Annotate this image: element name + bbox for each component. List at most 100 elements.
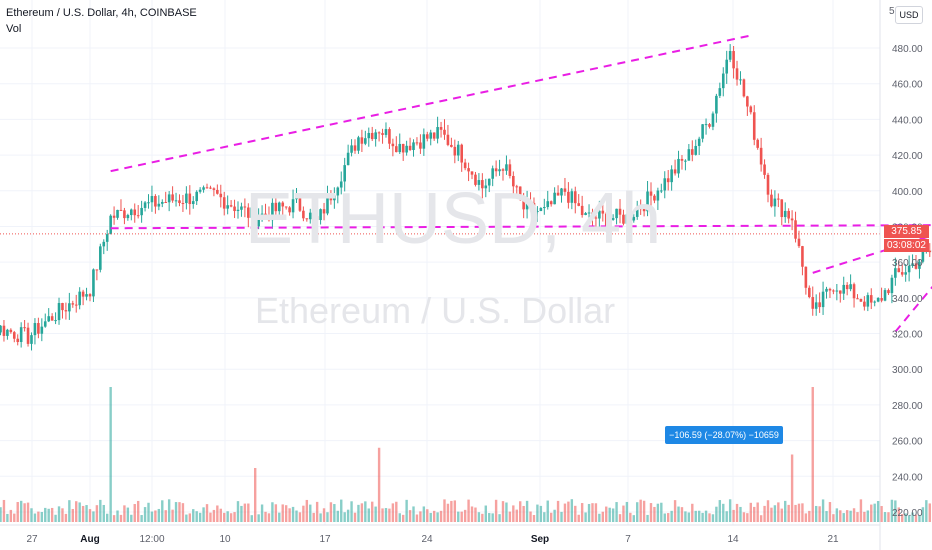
candle-body[interactable]: [543, 207, 546, 209]
candle-body[interactable]: [439, 127, 443, 130]
candle-body[interactable]: [625, 214, 629, 224]
candle-body[interactable]: [395, 146, 398, 153]
candle-body[interactable]: [728, 51, 732, 60]
candle-body[interactable]: [167, 194, 171, 203]
candle-body[interactable]: [388, 129, 391, 144]
candle-body[interactable]: [739, 79, 742, 81]
candle-body[interactable]: [780, 199, 784, 218]
candle-body[interactable]: [40, 326, 44, 334]
candle-body[interactable]: [828, 288, 832, 291]
candle-body[interactable]: [491, 168, 494, 179]
candle-body[interactable]: [670, 169, 673, 183]
candle-body[interactable]: [343, 165, 346, 182]
measure-label[interactable]: −106.59 (−28.07%) −10659: [665, 426, 783, 444]
candle-body[interactable]: [16, 338, 20, 343]
candle-body[interactable]: [498, 169, 501, 172]
candle-body[interactable]: [876, 298, 880, 302]
candle-body[interactable]: [921, 251, 925, 262]
candle-body[interactable]: [477, 180, 481, 185]
candle-body[interactable]: [646, 191, 649, 212]
candle-body[interactable]: [604, 213, 608, 226]
candle-body[interactable]: [264, 213, 267, 216]
candle-body[interactable]: [577, 203, 581, 206]
candle-body[interactable]: [900, 272, 904, 275]
candle-body[interactable]: [195, 191, 198, 202]
candle-body[interactable]: [470, 171, 474, 175]
candle-body[interactable]: [677, 158, 680, 174]
candle-body[interactable]: [914, 263, 918, 269]
candle-body[interactable]: [247, 207, 250, 218]
candle-body[interactable]: [804, 266, 808, 288]
candle-body[interactable]: [928, 250, 932, 253]
candle-body[interactable]: [257, 218, 260, 227]
candle-body[interactable]: [835, 290, 839, 292]
candle-body[interactable]: [567, 191, 570, 203]
candle-body[interactable]: [859, 298, 863, 302]
candle-body[interactable]: [759, 147, 763, 165]
candle-body[interactable]: [594, 217, 598, 219]
candle-body[interactable]: [250, 207, 254, 218]
candle-body[interactable]: [143, 202, 147, 208]
candle-body[interactable]: [315, 216, 319, 221]
candle-body[interactable]: [601, 210, 605, 214]
candle-body[interactable]: [212, 188, 216, 190]
candle-body[interactable]: [415, 142, 419, 144]
candle-body[interactable]: [236, 209, 240, 212]
candle-body[interactable]: [818, 302, 821, 308]
symbol-title[interactable]: Ethereum / U.S. Dollar, 4h, COINBASE: [6, 7, 197, 19]
candle-body[interactable]: [845, 284, 849, 290]
candle-body[interactable]: [329, 195, 333, 201]
candle-body[interactable]: [267, 215, 271, 221]
candle-body[interactable]: [608, 219, 611, 226]
candle-body[interactable]: [302, 210, 305, 219]
candle-body[interactable]: [78, 291, 81, 306]
currency-button[interactable]: USD: [895, 6, 923, 24]
candle-body[interactable]: [295, 196, 298, 200]
candle-body[interactable]: [501, 169, 505, 171]
candle-body[interactable]: [319, 209, 322, 221]
candle-body[interactable]: [367, 132, 371, 139]
candle-body[interactable]: [64, 310, 68, 312]
candle-body[interactable]: [673, 169, 677, 174]
candle-body[interactable]: [587, 212, 591, 214]
candle-body[interactable]: [85, 294, 88, 297]
candle-body[interactable]: [130, 209, 133, 216]
candle-body[interactable]: [904, 272, 907, 275]
candle-body[interactable]: [360, 137, 364, 144]
candle-body[interactable]: [763, 164, 766, 175]
candle-body[interactable]: [635, 208, 639, 217]
candle-body[interactable]: [453, 146, 457, 156]
candle-body[interactable]: [766, 174, 770, 195]
candle-body[interactable]: [6, 329, 9, 336]
candle-body[interactable]: [481, 180, 484, 189]
candle-body[interactable]: [412, 142, 415, 151]
upper-trendline[interactable]: [110, 34, 752, 173]
candle-body[interactable]: [666, 178, 670, 183]
candle-body[interactable]: [460, 144, 463, 163]
candle-body[interactable]: [522, 198, 525, 210]
candle-body[interactable]: [721, 73, 725, 89]
candle-body[interactable]: [869, 295, 873, 303]
candle-body[interactable]: [374, 132, 377, 140]
candle-body[interactable]: [660, 190, 663, 192]
candle-body[interactable]: [752, 112, 756, 140]
candle-body[interactable]: [508, 164, 512, 176]
candle-body[interactable]: [701, 124, 704, 139]
candle-body[interactable]: [277, 202, 281, 212]
candle-body[interactable]: [880, 298, 883, 301]
candle-body[interactable]: [288, 207, 291, 213]
candle-body[interactable]: [663, 178, 667, 191]
candle-body[interactable]: [611, 218, 615, 220]
candle-body[interactable]: [704, 124, 708, 126]
candle-body[interactable]: [894, 268, 897, 278]
candle-body[interactable]: [12, 332, 16, 339]
candle-body[interactable]: [68, 303, 71, 312]
candle-body[interactable]: [381, 133, 384, 135]
candle-body[interactable]: [684, 160, 687, 162]
candle-body[interactable]: [512, 175, 515, 187]
candle-body[interactable]: [746, 96, 749, 107]
candle-body[interactable]: [2, 325, 6, 336]
candle-body[interactable]: [546, 201, 550, 208]
candle-body[interactable]: [429, 132, 433, 139]
